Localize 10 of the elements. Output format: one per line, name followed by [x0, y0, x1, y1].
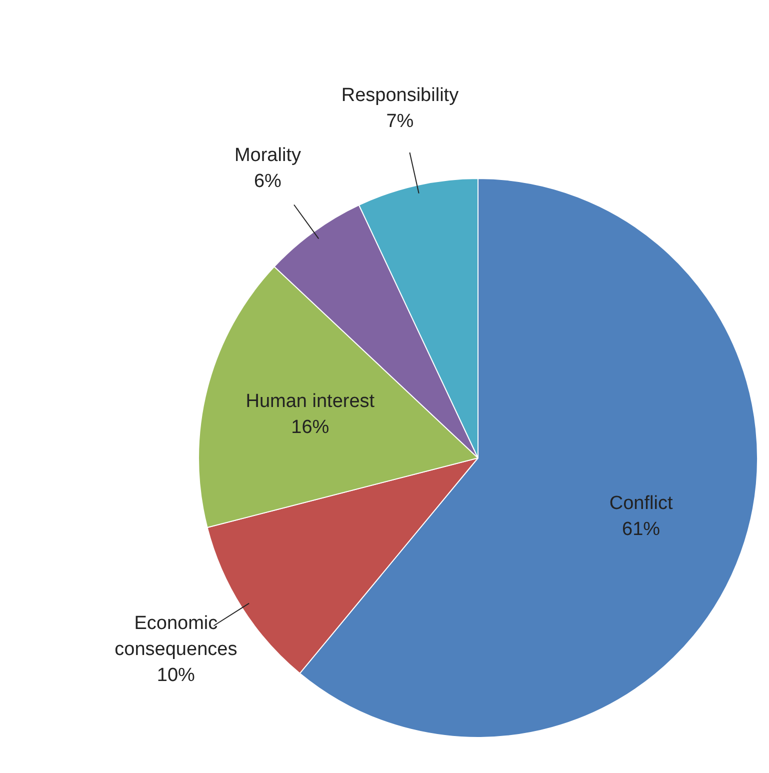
data-label: 6% — [254, 170, 282, 192]
data-label: 16% — [291, 417, 330, 438]
slice-label: Conflict — [609, 492, 674, 514]
slice-label: Human interest — [246, 391, 376, 412]
data-label: 61% — [622, 518, 660, 540]
slice-label: Morality — [234, 144, 302, 166]
slice-label: Economic consequences — [114, 612, 238, 660]
data-label: 7% — [386, 111, 414, 132]
data-label: 10% — [156, 664, 196, 686]
slice-label: Responsibility — [341, 85, 460, 106]
